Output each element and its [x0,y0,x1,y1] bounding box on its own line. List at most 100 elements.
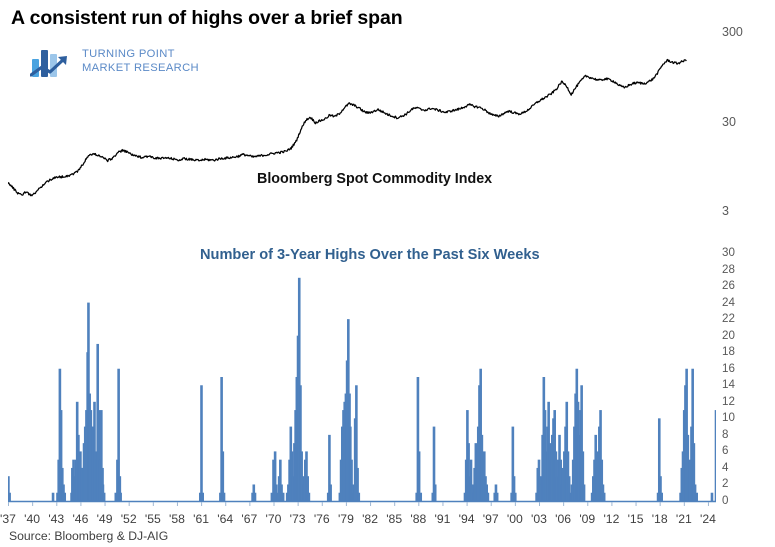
bar [685,368,688,501]
bar [8,476,10,501]
x-axis-tick-label: '97 [482,512,499,526]
bar [659,476,662,501]
bar [692,443,696,501]
x-axis-tick-label: '94 [458,512,475,526]
x-axis-tick-label: '64 [217,512,234,526]
bar [356,467,359,501]
bar [660,492,663,501]
x-axis-tick-label: '58 [169,512,185,526]
bar-y-tick-label: 18 [722,345,735,359]
bar [602,492,606,501]
bar [51,492,55,501]
bar [119,492,122,501]
bar-y-tick-label: 16 [722,361,735,375]
bar [567,476,571,501]
bar [417,451,421,501]
bar-chart-panel [8,233,716,510]
line-y-tick-label: 30 [722,114,736,129]
logo-bars-arrow-icon [30,50,67,77]
x-axis-tick-label: '06 [555,512,572,526]
bar-y-tick-label: 12 [722,394,735,408]
bar [469,459,473,501]
bar [118,476,122,501]
bar [559,459,563,501]
bar [253,492,257,501]
bar-series [8,277,716,501]
bar [272,459,275,501]
bar [299,385,302,501]
bar [511,426,515,501]
bar [600,459,604,501]
bar [8,492,11,501]
bar [357,492,361,501]
three-year-highs-bar-svg [8,277,716,506]
bar-y-tick-label: 30 [722,246,735,259]
logo-wordmark: TURNING POINT MARKET RESEARCH [82,48,199,75]
x-axis-tick-label: '43 [48,512,65,526]
bar [582,484,586,501]
x-axis-tick-label: '55 [144,512,161,526]
x-axis-tick-label: '00 [506,512,523,526]
bar [201,492,204,501]
commodity-index-line [8,58,687,197]
x-axis-tick-label: '88 [410,512,427,526]
bar-y-tick-label: 26 [722,279,735,293]
bar [569,492,572,501]
bar [280,484,283,501]
x-axis-tick-label: '40 [24,512,41,526]
bar [306,476,309,501]
x-axis-tick-label: '12 [603,512,620,526]
brand-logo: TURNING POINT MARKET RESEARCH [30,45,210,83]
bar [416,377,420,501]
bar [222,492,226,501]
x-axis-tick-label: '18 [651,512,668,526]
source-note: Source: Bloomberg & DJ-AIG [9,529,169,543]
line-y-tick-label: 3 [722,203,729,218]
x-axis-tick-label: '73 [289,512,306,526]
x-axis-tick-label: '70 [265,512,282,526]
bar [100,410,103,501]
x-axis-tick-label: '21 [675,512,692,526]
line-y-tick-label: 300 [722,25,743,40]
x-axis-tick-label: '15 [627,512,644,526]
bar-y-tick-label: 8 [722,427,729,441]
bar [220,377,223,501]
bar [513,492,517,501]
bar [419,492,423,501]
bar [328,434,331,501]
bar [307,492,311,501]
bar [691,368,694,501]
shared-x-axis: '37 '40 '43 '46 '49 '52 '55 '58 '61 '64 '67 '70 '73 '… [0,512,775,532]
bar [59,410,63,501]
bar [281,492,285,501]
x-axis-tick-label: '82 [362,512,378,526]
bar [200,385,203,501]
line-series-label: Bloomberg Spot Commodity Index [257,171,493,187]
bar [101,467,104,501]
bar [273,451,277,501]
x-axis-tick-label: '76 [313,512,330,526]
bar-chart-title: Number of 3-Year Highs Over the Past Six… [200,247,540,263]
bar-y-tick-label: 0 [722,494,729,507]
bar [117,368,120,501]
bar [714,410,716,501]
bar-y-tick-label: 6 [722,444,729,458]
x-axis-tick-label: '46 [72,512,89,526]
bar [355,385,358,501]
bar [695,492,698,501]
bar-chart-y-axis: 0 2 4 6 8 10 12 14 16 18 20 22 24 26 28 30 [722,233,772,518]
logo-line-2: MARKET RESEARCH [82,61,199,74]
x-axis-tick-label: '85 [386,512,403,526]
bar [581,451,585,501]
bar-y-tick-label: 28 [722,262,735,276]
bar [433,484,437,501]
commodity-index-line-svg [8,58,687,197]
bar [279,459,282,501]
x-axis-tick-label: '67 [241,512,258,526]
bar-y-tick-label: 20 [722,328,735,342]
x-axis-tick-label: '61 [193,512,210,526]
bar [479,368,482,501]
bar [221,451,225,501]
bar [350,459,353,501]
